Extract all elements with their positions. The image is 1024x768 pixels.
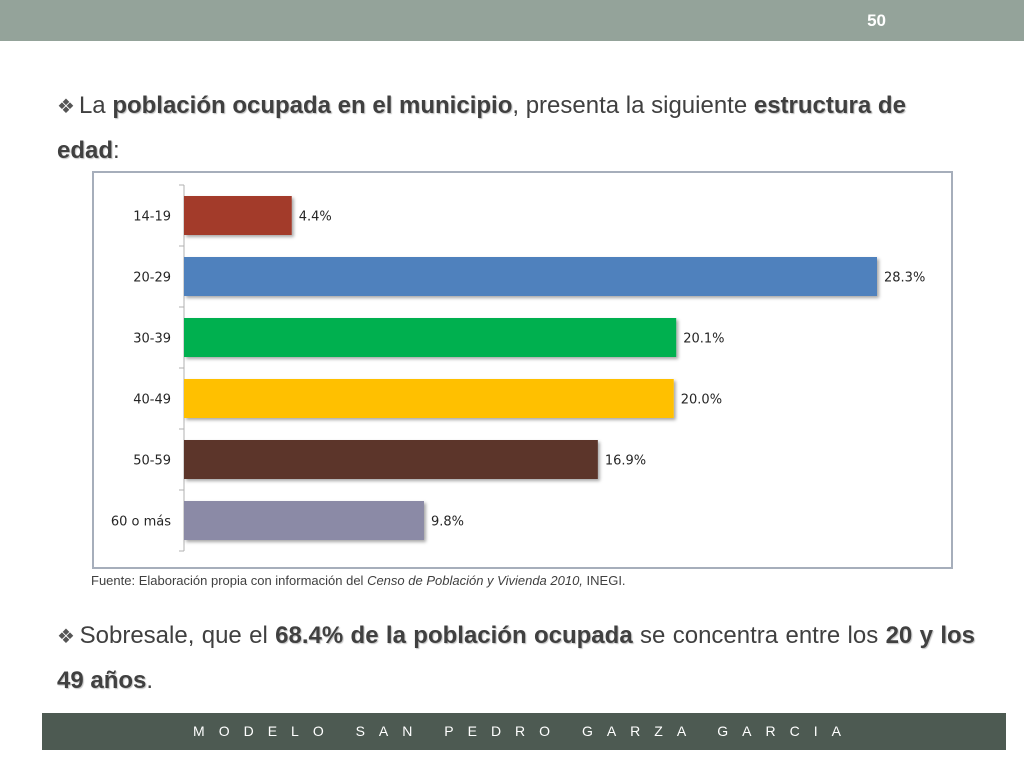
data-label: 9.8%	[431, 515, 464, 530]
intro-pre: La	[78, 92, 113, 119]
conclusion-post: .	[146, 667, 154, 694]
data-label: 16.9%	[605, 454, 646, 469]
data-label: 20.1%	[683, 332, 724, 347]
intro-bold-2: estructura de edad	[57, 92, 906, 164]
source-suffix: INEGI.	[582, 573, 626, 588]
bar-5	[184, 440, 598, 479]
source-prefix: Fuente: Elaboración propia con informaci…	[91, 573, 368, 588]
category-label: 30-39	[133, 332, 171, 347]
footer-bar: MODELO SAN PEDRO GARZA GARCIA	[42, 713, 1006, 750]
bar-3	[184, 318, 677, 357]
conclusion-bold-1: 68.4% de la población ocupada	[275, 622, 633, 649]
conclusion-bold-2: 20 y los 49 años	[57, 622, 976, 694]
bar-2	[184, 257, 877, 296]
conclusion-pre: Sobresale, que el	[79, 622, 276, 649]
category-label: 14-19	[133, 210, 171, 225]
source-italic: Censo de Población y Vivienda 2010,	[367, 573, 583, 588]
page-number: 50	[867, 11, 886, 30]
category-label: 60 o más	[111, 515, 171, 530]
data-label: 4.4%	[299, 210, 332, 225]
diamond-bullet-icon: ❖	[57, 96, 75, 118]
intro-paragraph: ❖ La población ocupada en el municipio, p…	[57, 84, 975, 173]
intro-bold-1: población ocupada en el municipio	[112, 92, 513, 119]
age-structure-chart: 14-19 4.4% 20-29 28.3% 30-39 20.1% 40-49 20.0% 5…	[111, 184, 925, 552]
category-label: 50-59	[133, 454, 171, 469]
top-bar: 50	[0, 0, 1024, 41]
footer-text: MODELO SAN PEDRO GARZA GARCIA	[193, 723, 855, 739]
source-note: Fuente: Elaboración propia con informaci…	[91, 573, 626, 588]
category-label: 40-49	[133, 393, 171, 408]
bar-1	[184, 196, 292, 235]
data-label: 20.0%	[681, 393, 722, 408]
bar-6	[184, 501, 424, 540]
data-label: 28.3%	[884, 271, 925, 286]
chart-frame: 14-19 4.4% 20-29 28.3% 30-39 20.1% 40-49 20.0% 5…	[92, 171, 953, 569]
category-label: 20-29	[133, 271, 171, 286]
conclusion-paragraph: ❖ Sobresale, que el 68.4% de la población…	[57, 614, 975, 703]
intro-mid: , presenta la siguiente	[512, 92, 754, 119]
diamond-bullet-icon: ❖	[57, 626, 76, 648]
bar-4	[184, 379, 674, 418]
intro-post: :	[113, 137, 120, 164]
conclusion-mid: se concentra entre los	[632, 622, 886, 649]
